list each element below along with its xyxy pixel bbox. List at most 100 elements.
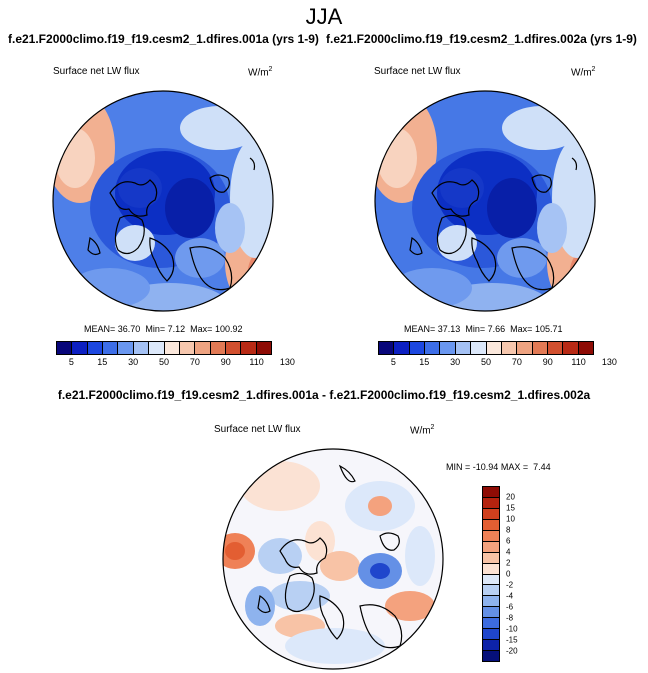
colorbar-swatch	[379, 342, 395, 354]
colorbar-ticks-left: 5 15 30 50 70 90 110 130	[56, 357, 295, 369]
colorbar-swatch	[133, 342, 150, 354]
colorbar-swatch	[455, 342, 472, 354]
colorbar-tick-label: -4	[506, 591, 514, 601]
greenland-pale	[115, 225, 155, 261]
field-label-diff: Surface net LW flux	[214, 424, 301, 435]
units-diff: W/m2	[410, 424, 435, 437]
polar-map-right	[374, 90, 596, 312]
colorbar-tick-label: 5	[390, 357, 396, 367]
colorbar-tick-label: 8	[506, 525, 511, 535]
colorbar-ticks-right: 5 15 30 50 70 90 110 130	[378, 357, 617, 369]
colorbar-tick-label: 30	[450, 357, 461, 367]
colorbar-swatch	[501, 342, 518, 354]
case-title-left: f.e21.F2000climo.f19_f19.cesm2_1.dfires.…	[8, 32, 319, 46]
colorbar-swatch	[57, 342, 73, 354]
colorbar-swatch	[394, 342, 410, 354]
warm-anomaly-ne	[368, 496, 392, 516]
colorbar-tick-label: 4	[506, 547, 511, 557]
colorbar-swatch	[225, 342, 242, 354]
polar-map-left	[52, 90, 274, 312]
colorbar-swatch	[517, 342, 533, 354]
colorbar-tick-label: -6	[506, 602, 514, 612]
colorbar-swatch	[486, 342, 502, 354]
colorbar-swatch	[483, 618, 499, 630]
colorbar-swatch	[164, 342, 180, 354]
colorbar-swatch	[241, 342, 257, 354]
colorbar-tick-label: 70	[189, 357, 200, 367]
colorbar-tick-label: 15	[419, 357, 430, 367]
colorbar-swatch	[483, 519, 499, 531]
colorbar-swatch	[532, 342, 548, 354]
colorbar-swatch	[149, 342, 165, 354]
colorbar-swatch	[210, 342, 226, 354]
colorbar-swatch	[483, 563, 499, 575]
colorbar-swatch	[483, 552, 499, 564]
colorbar-swatch	[483, 585, 499, 597]
colorbar-swatch	[483, 530, 499, 542]
colorbar-tick-label: 110	[571, 357, 586, 367]
colorbar-swatch	[483, 607, 499, 619]
colorbar-tick-label: -10	[506, 624, 518, 634]
case-title-right: f.e21.F2000climo.f19_f19.cesm2_1.dfires.…	[326, 32, 637, 46]
colorbar-swatch	[483, 497, 499, 509]
field-label-left: Surface net LW flux	[53, 66, 140, 77]
colorbar-tick-label: 90	[542, 357, 553, 367]
colorbar-tick-label: 10	[506, 514, 515, 524]
colorbar-swatch	[195, 342, 211, 354]
colorbar-swatch	[118, 342, 134, 354]
season-title: JJA	[305, 4, 343, 29]
colorbar-swatch	[440, 342, 456, 354]
colorbar-swatch	[547, 342, 564, 354]
colorbar-swatch	[87, 342, 104, 354]
colorbar-ticks-diff: 20 15 10 8 6 4 2 0 -2 -4 -6 -8 -10 -15 -20	[506, 486, 536, 662]
colorbar-swatch	[483, 651, 499, 661]
colorbar-swatch	[425, 342, 441, 354]
colorbar-swatch	[483, 629, 499, 641]
colorbar-swatch	[483, 596, 499, 608]
colorbar-swatch	[471, 342, 487, 354]
colorbar-tick-label: 6	[506, 536, 511, 546]
colorbar-tick-label: 110	[249, 357, 264, 367]
colorbar-tick-label: 130	[601, 357, 617, 367]
colorbar-right	[378, 341, 594, 355]
coastlines-diff	[257, 464, 403, 649]
stats-diff: MIN = -10.94 MAX = 7.44	[446, 462, 551, 472]
units-right: W/m2	[571, 66, 596, 79]
colorbar-tick-label: 30	[128, 357, 139, 367]
colorbar-tick-label: 70	[511, 357, 522, 367]
colorbar-swatch	[483, 541, 499, 553]
colorbar-swatch	[409, 342, 426, 354]
field-label-right: Surface net LW flux	[374, 66, 461, 77]
diff-title: f.e21.F2000climo.f19_f19.cesm2_1.dfires.…	[57, 388, 591, 402]
colorbar-swatch	[256, 342, 272, 354]
colorbar-tick-label: -2	[506, 580, 514, 590]
colorbar-tick-label: 15	[506, 503, 515, 513]
colorbar-tick-label: 130	[279, 357, 295, 367]
colorbar-tick-label: -15	[506, 635, 518, 645]
colorbar-swatch	[179, 342, 196, 354]
colorbar-swatch	[72, 342, 88, 354]
colorbar-tick-label: -20	[506, 646, 518, 656]
colorbar-left	[56, 341, 272, 355]
colorbar-swatch	[483, 640, 499, 652]
colorbar-tick-label: 50	[480, 357, 492, 367]
colorbar-swatch	[483, 508, 499, 520]
stats-left: MEAN= 36.70 Min= 7.12 Max= 100.92	[84, 324, 243, 334]
colorbar-tick-label: 15	[97, 357, 108, 367]
colorbar-tick-label: 90	[220, 357, 231, 367]
colorbar-tick-label: 20	[506, 492, 515, 502]
colorbar-swatch	[578, 342, 594, 354]
colorbar-tick-label: -8	[506, 613, 514, 623]
colorbar-tick-label: 2	[506, 558, 511, 568]
polar-map-diff	[222, 448, 444, 670]
colorbar-tick-label: 50	[158, 357, 170, 367]
colorbar-tick-label: 5	[68, 357, 74, 367]
colorbar-swatch	[483, 487, 499, 498]
colorbar-swatch	[103, 342, 119, 354]
colorbar-diff	[482, 486, 500, 662]
units-left: W/m2	[248, 66, 273, 79]
colorbar-swatch	[483, 574, 499, 586]
colorbar-tick-label: 0	[506, 569, 511, 579]
colorbar-swatch	[563, 342, 579, 354]
stats-right: MEAN= 37.13 Min= 7.66 Max= 105.71	[404, 324, 563, 334]
